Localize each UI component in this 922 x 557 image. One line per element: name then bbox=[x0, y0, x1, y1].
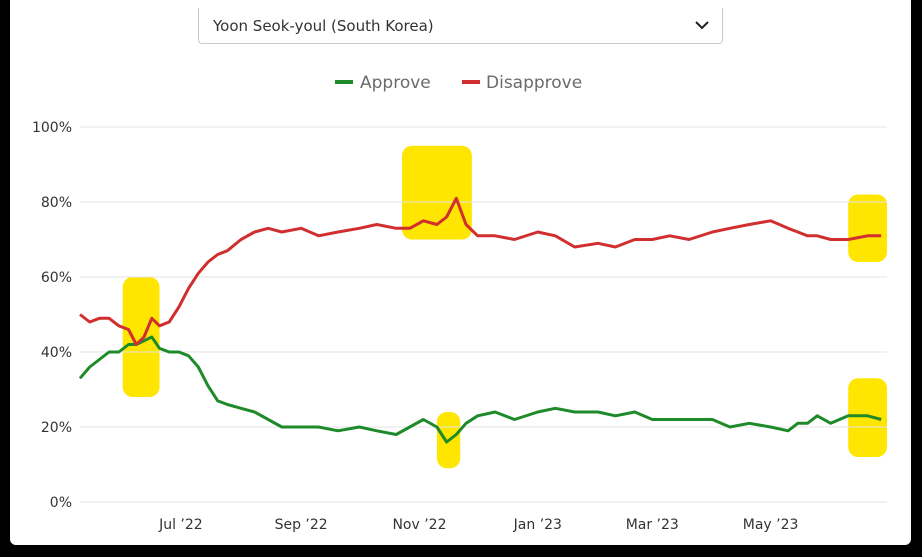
y-tick-label: 0% bbox=[50, 495, 72, 511]
legend: Approve Disapprove bbox=[335, 73, 582, 93]
chart-card: Yoon Seok-youl (South Korea) 0% 20% 40% 60%… bbox=[10, 0, 911, 545]
highlight-mark bbox=[848, 194, 887, 262]
highlight-marks bbox=[122, 145, 887, 469]
selector-label: Yoon Seok-youl (South Korea) bbox=[213, 17, 434, 35]
y-tick-label: 20% bbox=[41, 420, 72, 436]
x-axis: Jul ’22 Sep ’22 Nov ’22 Jan ’23 Mar ’23 May ’… bbox=[158, 517, 798, 533]
highlight-mark bbox=[848, 378, 887, 457]
y-tick-label: 80% bbox=[41, 195, 72, 211]
x-tick-label: Sep ’22 bbox=[275, 517, 328, 533]
x-tick-label: Jul ’22 bbox=[158, 517, 203, 533]
x-tick-label: Mar ’23 bbox=[626, 517, 679, 533]
approval-chart: 0% 20% 40% 60% 80% 100% Jul ’22 Sep ’22 Nov ’22… bbox=[32, 73, 887, 533]
series-line-approve bbox=[78, 335, 882, 444]
legend-label-approve[interactable]: Approve bbox=[360, 73, 431, 93]
legend-label-disapprove[interactable]: Disapprove bbox=[486, 73, 582, 93]
y-tick-label: 40% bbox=[41, 345, 72, 361]
country-selector[interactable]: Yoon Seok-youl (South Korea) bbox=[198, 8, 723, 44]
chevron-down-icon bbox=[695, 21, 709, 30]
highlight-mark bbox=[122, 277, 160, 397]
series-lines bbox=[78, 196, 882, 444]
gridlines bbox=[80, 126, 887, 503]
y-axis: 0% 20% 40% 60% 80% 100% bbox=[32, 120, 72, 511]
x-tick-label: Jan ’23 bbox=[513, 517, 562, 533]
y-tick-label: 100% bbox=[32, 120, 72, 136]
x-tick-label: May ’23 bbox=[743, 517, 799, 533]
x-tick-label: Nov ’22 bbox=[392, 517, 446, 533]
highlight-mark bbox=[402, 145, 472, 240]
y-tick-label: 60% bbox=[41, 270, 72, 286]
series-line-disapprove bbox=[79, 196, 882, 346]
